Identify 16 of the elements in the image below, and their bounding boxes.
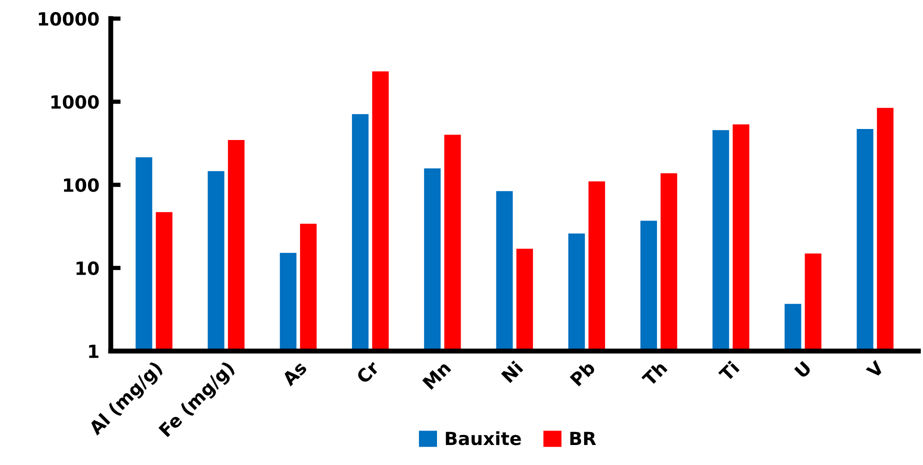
legend-label: BR bbox=[570, 432, 596, 445]
x-tick-label: Cr bbox=[356, 360, 380, 384]
y-tick-label: 1 bbox=[89, 344, 98, 358]
x-tick-label: Ni bbox=[500, 360, 524, 383]
x-tick-label: Th bbox=[641, 360, 668, 387]
x-tick-label: Pb bbox=[569, 360, 596, 387]
y-tick-label: 10000 bbox=[38, 12, 99, 26]
x-tick-label: Mn bbox=[422, 360, 452, 390]
x-tick-label: V bbox=[866, 360, 885, 379]
y-tick-label: 100 bbox=[64, 178, 99, 192]
y-tick-label: 10 bbox=[76, 261, 99, 276]
x-tick-label: U bbox=[794, 360, 812, 378]
x-tick-label: Ti bbox=[718, 360, 740, 382]
legend-label: Bauxite bbox=[446, 431, 521, 446]
y-tick-label: 1000 bbox=[51, 95, 99, 109]
x-tick-label: As bbox=[281, 360, 308, 387]
